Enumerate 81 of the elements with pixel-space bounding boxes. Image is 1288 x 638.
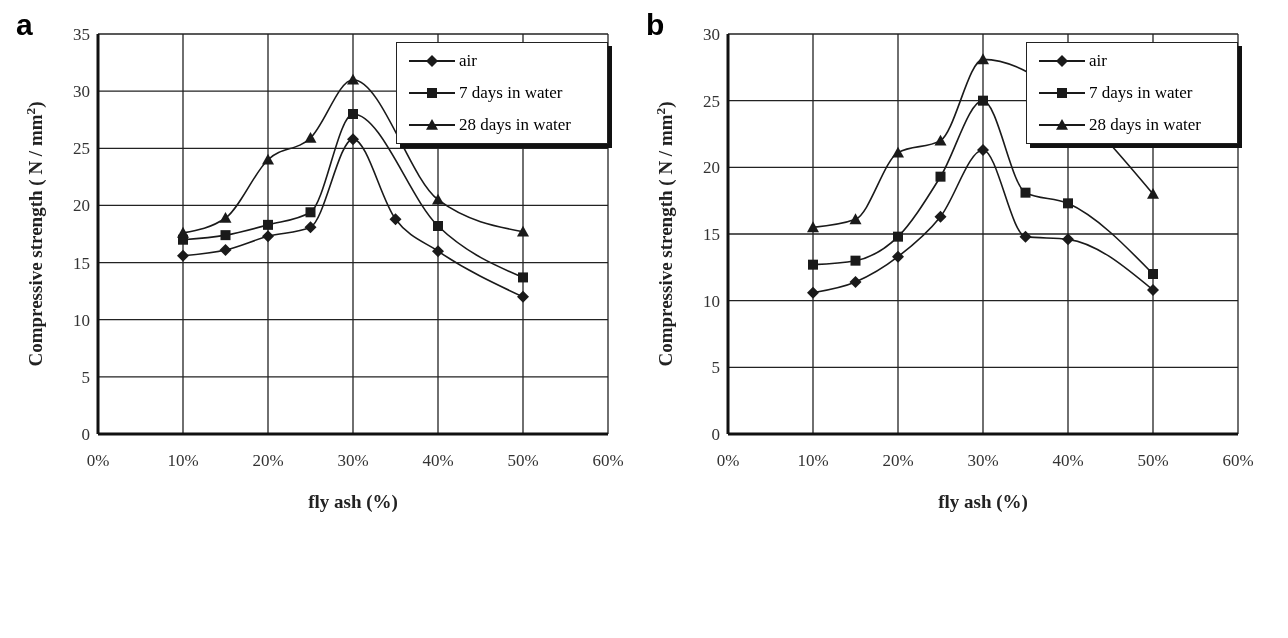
point (1147, 284, 1159, 296)
point (220, 230, 231, 241)
legend-label: 28 days in water (459, 115, 571, 135)
point (808, 259, 818, 270)
point (893, 231, 903, 242)
y-tick-label: 25 (703, 91, 720, 111)
point (262, 153, 274, 165)
point (1148, 269, 1158, 279)
x-axis-title: fly ash (%) (308, 491, 398, 513)
y-tick-label: 10 (73, 310, 90, 330)
legend-label: air (459, 51, 477, 71)
point (1020, 187, 1031, 198)
x-tick-label: 40% (1052, 451, 1084, 471)
x-tick-label: 30% (337, 451, 369, 471)
point (807, 286, 819, 299)
point (934, 134, 947, 146)
y-tick-label: 20 (703, 158, 720, 178)
y-tick-label: 30 (703, 25, 720, 45)
x-tick-label: 50% (507, 451, 539, 471)
point (219, 244, 232, 256)
point (177, 226, 189, 238)
point (1019, 230, 1032, 243)
y-tick-label: 35 (73, 25, 90, 45)
point (348, 109, 358, 119)
point (892, 250, 904, 263)
x-tick-label: 10% (167, 451, 199, 471)
x-tick-label: 60% (592, 451, 624, 471)
x-tick-label: 20% (882, 451, 914, 471)
point (304, 221, 317, 234)
x-tick-label: 50% (1137, 451, 1169, 471)
point (177, 249, 189, 262)
chart-title: a (16, 8, 33, 42)
point (935, 171, 946, 182)
point (263, 219, 273, 230)
point (518, 272, 528, 283)
legend-label: 7 days in water (1089, 83, 1193, 103)
point (262, 230, 274, 243)
point (517, 225, 529, 237)
point (1062, 233, 1074, 246)
y-tick-label: 15 (703, 225, 720, 245)
point (347, 73, 359, 85)
point (1063, 198, 1073, 209)
x-tick-label: 0% (716, 451, 740, 471)
legend-label: 28 days in water (1089, 115, 1201, 135)
point (849, 213, 862, 225)
point (977, 144, 989, 156)
x-tick-label: 40% (422, 451, 454, 471)
y-tick-label: 0 (711, 425, 720, 445)
x-tick-label: 10% (797, 451, 829, 471)
point (1147, 188, 1159, 199)
point (389, 213, 402, 226)
x-tick-label: 0% (86, 451, 110, 471)
point (849, 276, 862, 288)
point (347, 133, 359, 146)
point (304, 132, 317, 143)
point (432, 193, 444, 205)
point (934, 210, 947, 223)
y-tick-label: 20 (73, 196, 90, 216)
point (433, 221, 443, 231)
point (305, 207, 316, 218)
y-tick-label: 0 (81, 425, 90, 445)
x-tick-label: 30% (967, 451, 999, 471)
x-axis-title: fly ash (%) (938, 491, 1028, 513)
x-tick-label: 20% (252, 451, 284, 471)
legend-label: air (1089, 51, 1107, 71)
y-tick-label: 10 (703, 291, 720, 311)
y-tick-label: 25 (73, 139, 90, 159)
point (850, 255, 861, 266)
point (807, 221, 819, 233)
point (517, 290, 529, 303)
y-tick-label: 15 (73, 253, 90, 273)
point (978, 95, 988, 106)
legend-label: 7 days in water (459, 83, 563, 103)
point (977, 53, 989, 65)
y-tick-label: 5 (711, 358, 720, 378)
point (219, 212, 232, 223)
point (432, 245, 444, 258)
y-tick-label: 30 (73, 82, 90, 102)
y-tick-label: 5 (81, 367, 90, 387)
x-tick-label: 60% (1222, 451, 1254, 471)
chart-title: b (646, 8, 665, 42)
